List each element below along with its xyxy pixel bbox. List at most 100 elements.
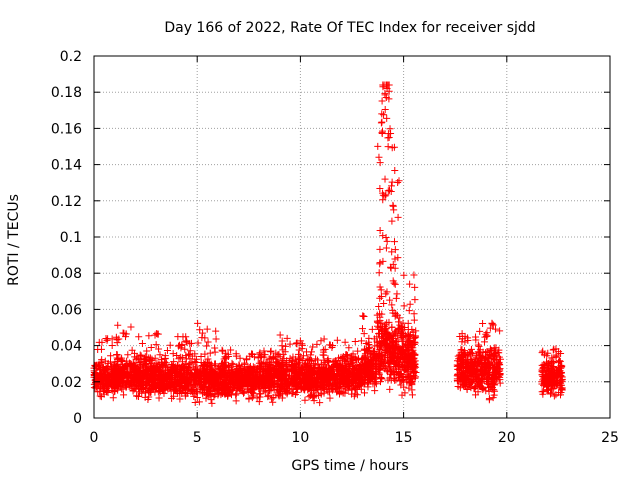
data-point xyxy=(353,356,361,364)
data-point xyxy=(278,337,286,345)
data-point xyxy=(186,347,194,355)
data-point xyxy=(160,380,168,388)
data-point xyxy=(380,111,388,119)
data-point xyxy=(189,386,197,394)
data-point xyxy=(361,369,369,377)
data-point xyxy=(361,389,369,397)
data-point xyxy=(409,374,417,382)
data-point xyxy=(113,336,121,344)
data-point xyxy=(146,357,154,365)
data-point xyxy=(360,330,368,338)
y-tick-label: 0.2 xyxy=(60,49,82,65)
data-point xyxy=(203,342,211,350)
data-point xyxy=(244,387,252,395)
data-point xyxy=(353,385,361,393)
data-point xyxy=(113,355,121,363)
data-point xyxy=(177,370,185,378)
data-point xyxy=(216,377,224,385)
data-point xyxy=(226,363,234,371)
data-point xyxy=(471,384,479,392)
data-point xyxy=(550,373,558,381)
data-point xyxy=(309,343,317,351)
data-point xyxy=(263,366,271,374)
data-point xyxy=(114,379,122,387)
data-point xyxy=(228,359,236,367)
data-point xyxy=(405,307,413,315)
data-point xyxy=(391,363,399,371)
data-point xyxy=(139,370,147,378)
data-point xyxy=(395,177,403,185)
data-point xyxy=(135,367,143,375)
data-point xyxy=(283,334,291,342)
data-point xyxy=(342,358,350,366)
data-point xyxy=(391,255,399,263)
data-point xyxy=(111,359,119,367)
data-point xyxy=(297,382,305,390)
data-point xyxy=(278,394,286,402)
y-tick-label: 0.06 xyxy=(51,302,82,318)
data-point xyxy=(412,363,420,371)
data-point xyxy=(114,321,122,329)
data-point xyxy=(173,352,181,360)
data-point xyxy=(402,373,410,381)
data-point xyxy=(378,374,386,382)
data-point xyxy=(454,371,462,379)
data-point xyxy=(103,336,111,344)
data-point xyxy=(406,300,414,308)
data-point xyxy=(381,89,389,97)
data-point xyxy=(375,303,383,311)
data-point xyxy=(303,360,311,368)
data-point xyxy=(310,392,318,400)
data-point xyxy=(194,339,202,347)
data-point xyxy=(224,391,232,399)
data-point xyxy=(363,358,371,366)
data-point xyxy=(320,335,328,343)
data-point xyxy=(386,348,394,356)
data-point xyxy=(138,340,146,348)
data-point xyxy=(391,246,399,254)
data-point xyxy=(197,358,205,366)
data-point xyxy=(379,83,387,91)
data-point xyxy=(402,344,410,352)
data-point xyxy=(539,387,547,395)
data-point xyxy=(220,355,228,363)
data-point xyxy=(326,341,334,349)
data-point xyxy=(146,388,154,396)
data-point xyxy=(405,384,413,392)
data-point xyxy=(200,382,208,390)
data-point xyxy=(122,333,130,341)
data-point xyxy=(319,346,327,354)
data-point xyxy=(372,374,380,382)
data-point xyxy=(383,85,391,93)
data-point xyxy=(237,384,245,392)
data-point xyxy=(378,357,386,365)
data-point xyxy=(317,360,325,368)
data-point xyxy=(396,356,404,364)
data-point xyxy=(376,345,384,353)
data-point xyxy=(212,327,220,335)
data-point xyxy=(391,167,399,175)
data-point xyxy=(179,358,187,366)
data-point xyxy=(271,379,279,387)
data-point xyxy=(236,354,244,362)
data-point xyxy=(145,382,153,390)
data-point xyxy=(143,353,151,361)
data-point xyxy=(214,387,222,395)
data-point xyxy=(459,351,467,359)
data-point xyxy=(376,226,384,234)
data-point xyxy=(400,302,408,310)
data-point xyxy=(194,319,202,327)
y-tick-label: 0 xyxy=(73,411,82,427)
data-point xyxy=(97,359,105,367)
data-point xyxy=(379,232,387,240)
data-point xyxy=(365,334,373,342)
data-point xyxy=(217,384,225,392)
data-point xyxy=(368,325,376,333)
data-point xyxy=(94,346,102,354)
data-point xyxy=(235,373,243,381)
data-point xyxy=(320,365,328,373)
data-point xyxy=(279,350,287,358)
data-point xyxy=(496,379,504,387)
data-point xyxy=(270,377,278,385)
